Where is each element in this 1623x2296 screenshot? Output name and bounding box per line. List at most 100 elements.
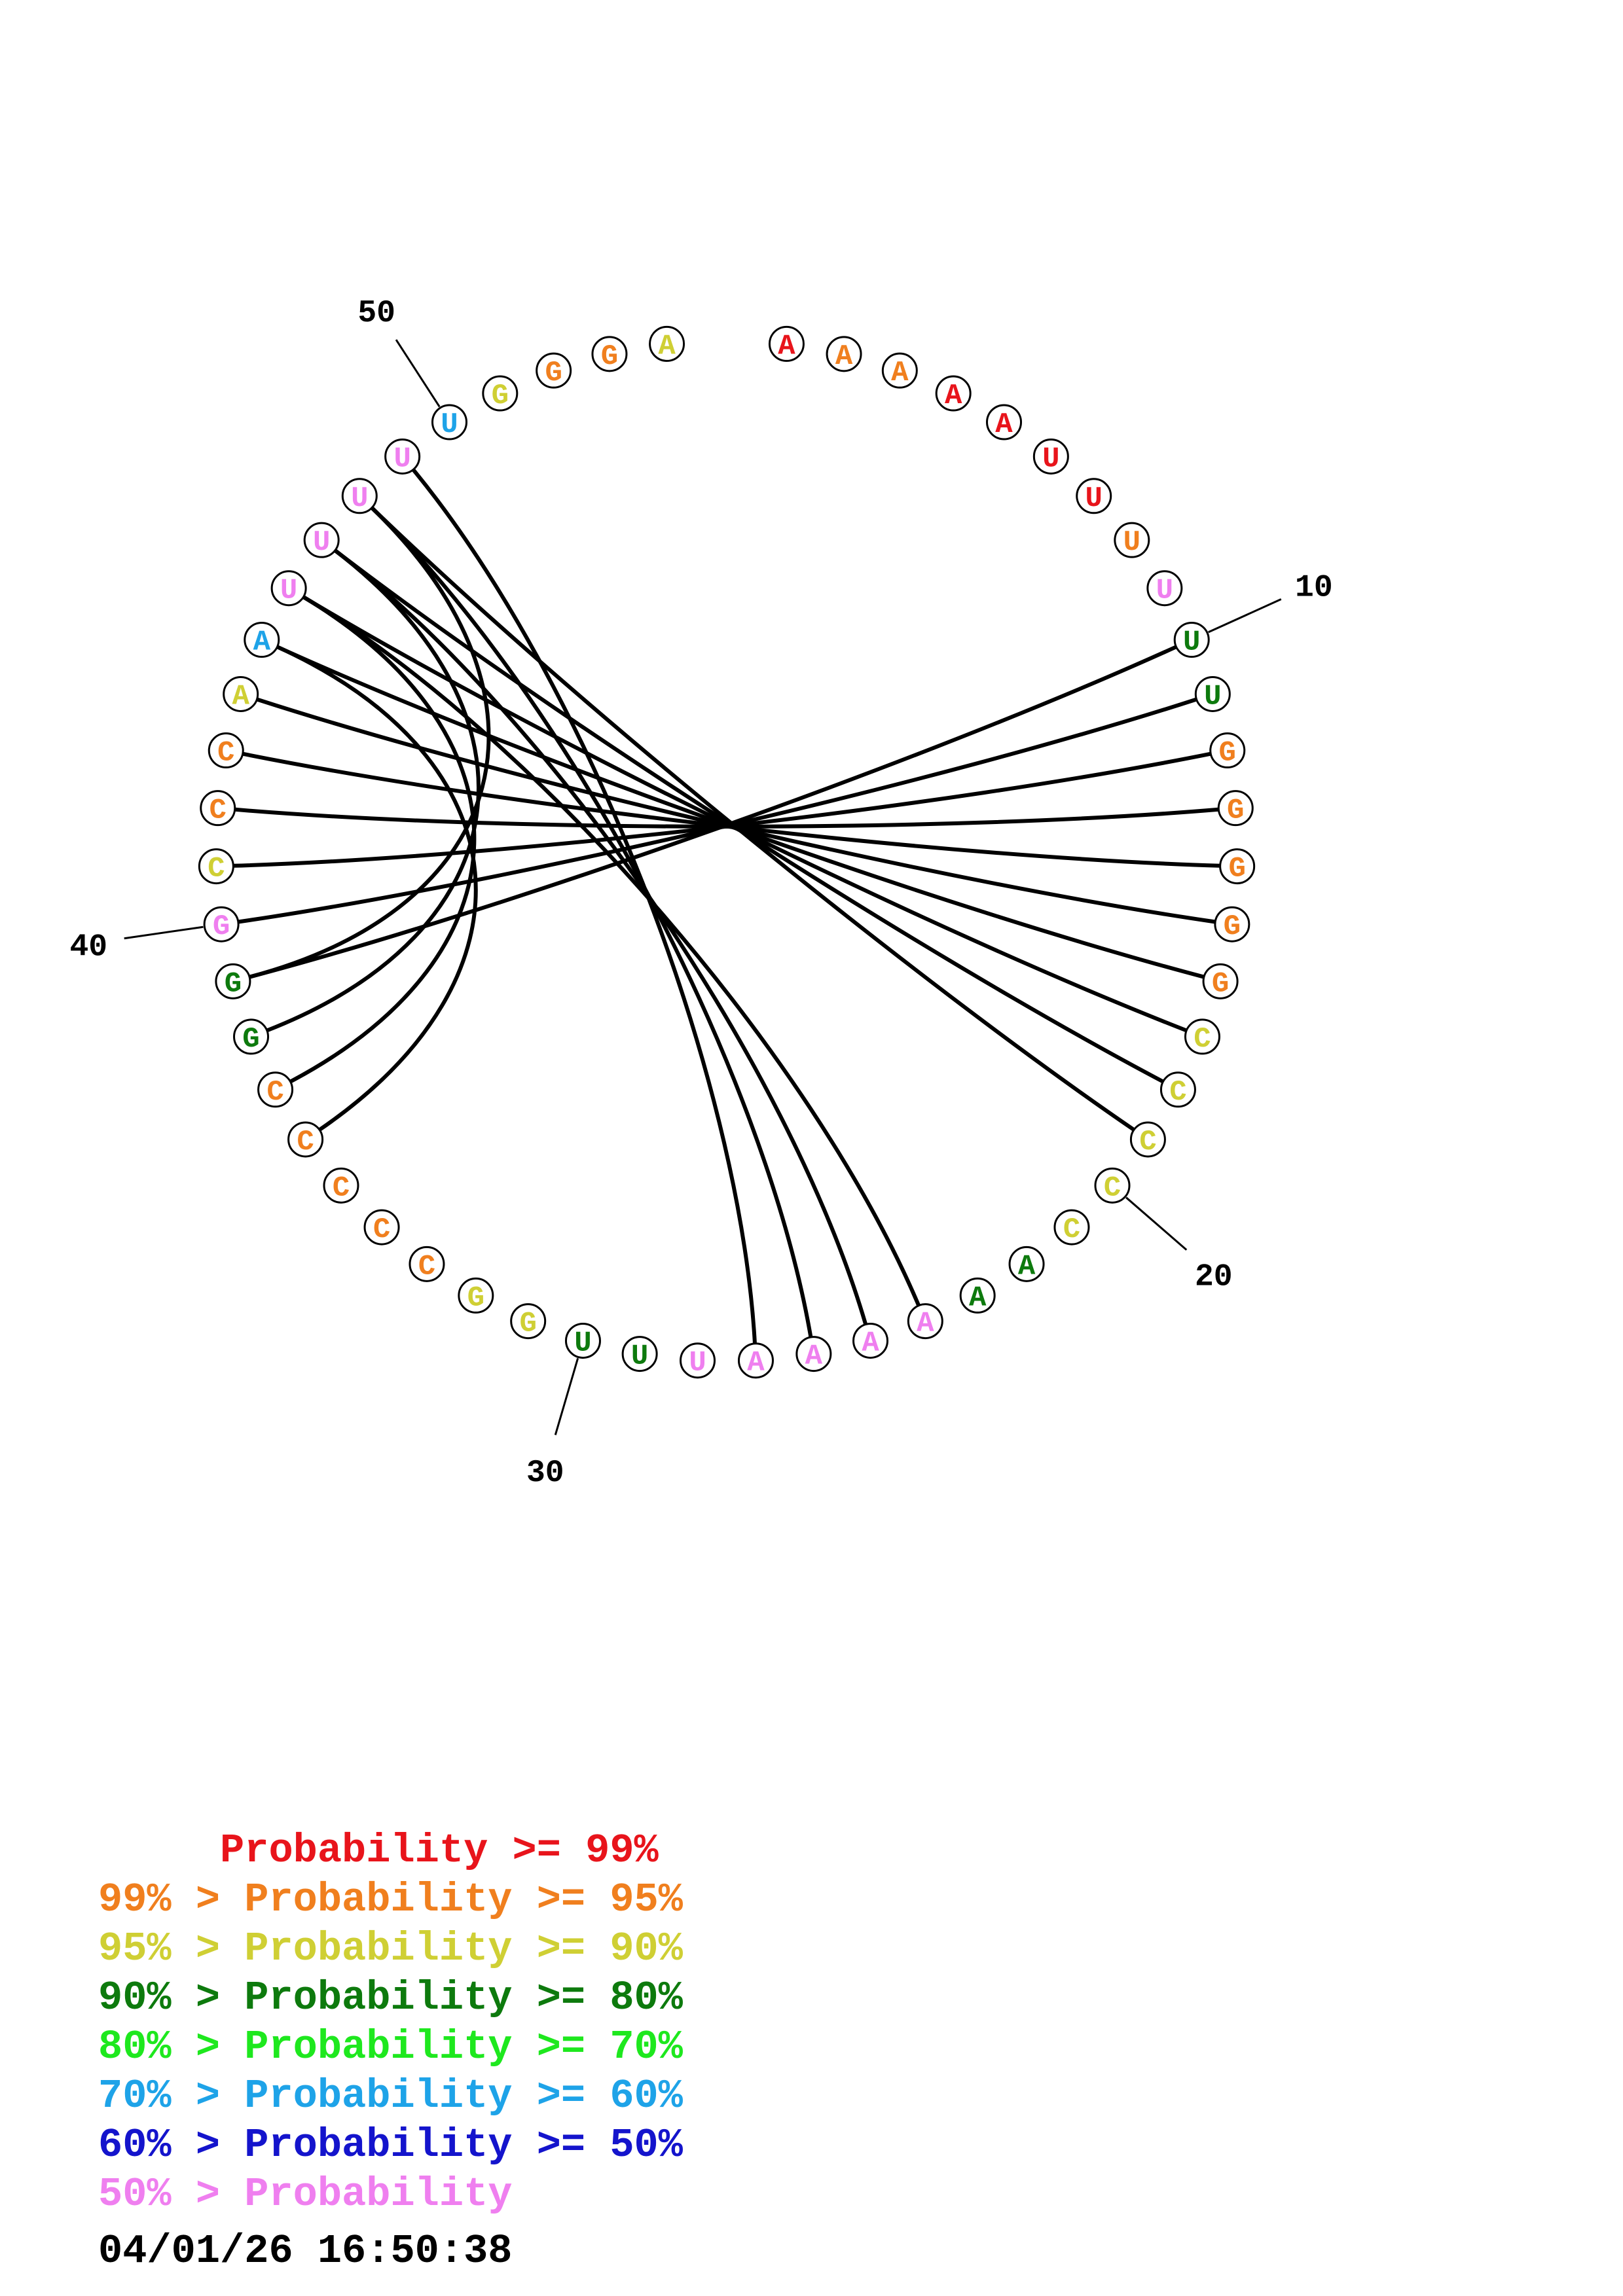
nucleotide: C	[208, 732, 244, 770]
base-pair-arc	[302, 595, 921, 1306]
nucleotide-letter: A	[891, 357, 909, 389]
nucleotide-letter: C	[418, 1250, 435, 1283]
nucleotide-letter: A	[835, 340, 853, 373]
nucleotide-letter: C	[1194, 1023, 1211, 1056]
nucleotide-letter: A	[969, 1282, 987, 1314]
nucleotide-circle	[244, 622, 280, 658]
nucleotide-circle	[431, 404, 467, 440]
nucleotide: G	[1217, 790, 1254, 827]
nucleotide-letter: C	[1169, 1076, 1186, 1109]
nucleotide-circle	[208, 732, 244, 769]
nucleotide: U	[1114, 522, 1150, 559]
index-label: 40	[69, 930, 107, 965]
nucleotide-letter: A	[232, 680, 249, 713]
nucleotide-circle	[384, 438, 421, 475]
nucleotide-circle	[323, 1167, 359, 1204]
nucleotide: C	[1129, 1121, 1166, 1158]
index-tick	[1125, 1196, 1188, 1251]
nucleotide-letter: G	[545, 357, 562, 389]
nucleotide: C	[200, 790, 236, 827]
nucleotide-letter: A	[778, 330, 795, 363]
base-pair-arc	[289, 595, 477, 1084]
nucleotide-letter: C	[1063, 1213, 1080, 1246]
nucleotide-circle	[959, 1277, 996, 1314]
nucleotide: G	[233, 1018, 270, 1056]
nucleotide-circle	[826, 336, 862, 372]
nucleotide: G	[510, 1303, 547, 1340]
nucleotide: U	[564, 1322, 601, 1359]
nucleotide-circle	[1032, 438, 1069, 475]
nucleotide: G	[1214, 906, 1250, 943]
nucleotide: A	[935, 375, 972, 412]
nucleotide: U	[303, 522, 340, 559]
nucleotide-letter: C	[217, 737, 234, 770]
nucleotide-letter: C	[373, 1213, 390, 1246]
nucleotide-circle	[1053, 1209, 1090, 1246]
nucleotide-circle	[680, 1342, 716, 1379]
nucleotide: C	[198, 848, 234, 886]
nucleotide-circle	[649, 325, 685, 362]
probability-legend: Probability >= 99% 99% > Probability >= 9…	[98, 1826, 683, 2276]
nucleotide-letter: U	[351, 482, 368, 515]
index-label: 10	[1295, 571, 1333, 606]
nucleotide: U	[680, 1342, 716, 1380]
nucleotide-circle	[482, 375, 519, 412]
nucleotide: G	[591, 336, 628, 373]
index-label: 50	[357, 296, 395, 331]
nucleotide-circle	[1219, 848, 1256, 885]
base-pair-arc	[266, 548, 481, 1033]
base-pair-arc	[256, 697, 1216, 924]
nucleotide: U	[1194, 675, 1231, 713]
nucleotide-circle	[1194, 675, 1231, 712]
index-tick	[395, 339, 441, 408]
nucleotide-circle	[200, 790, 236, 827]
index-ticks: 10 20 30 40 50	[69, 296, 1332, 1491]
nucleotide: G	[215, 963, 251, 1000]
nucleotide-letter: A	[917, 1308, 934, 1340]
nucleotide: U	[1146, 570, 1183, 607]
nucleotide: C	[257, 1071, 294, 1109]
index-tick	[124, 925, 204, 940]
nucleotide-letter: C	[297, 1126, 314, 1158]
nucleotide-circle	[591, 336, 628, 372]
nucleotide-circle	[270, 570, 307, 607]
nucleotide-circle	[215, 963, 251, 999]
legend-entry: Probability >= 99%	[98, 1827, 659, 1874]
nucleotide: G	[1219, 848, 1256, 886]
nucleotide-letter: A	[747, 1347, 765, 1380]
legend-entry: 90% > Probability >= 80%	[98, 1975, 683, 2021]
nucleotide-circle	[203, 906, 240, 942]
nucleotide: A	[881, 352, 918, 389]
nucleotide-letter: C	[266, 1076, 283, 1109]
base-pair-arc	[302, 595, 1188, 1033]
nucleotide: A	[907, 1303, 943, 1340]
nucleotide-letter: C	[1139, 1126, 1156, 1158]
nucleotide-letter: A	[1018, 1250, 1036, 1283]
nucleotide-circle	[1146, 570, 1183, 607]
base-pair-arc	[249, 506, 491, 979]
nucleotide: C	[323, 1167, 359, 1204]
nucleotide-circle	[1129, 1121, 1166, 1158]
nucleotide-letter: G	[1228, 853, 1245, 886]
nucleotide: G	[203, 906, 240, 943]
nucleotide-circle	[621, 1336, 658, 1372]
nucleotide-letter: G	[1212, 967, 1229, 1000]
nucleotide: U	[621, 1336, 658, 1373]
legend-entry: 60% > Probability >= 50%	[98, 2122, 683, 2168]
nucleotide: U	[1032, 438, 1069, 475]
nucleotide-letter: G	[601, 340, 618, 373]
nucleotide-letter: U	[441, 408, 458, 441]
nucleotide: C	[363, 1209, 400, 1246]
nucleotide-letter: G	[225, 967, 242, 1000]
nucleotide-letter: U	[280, 575, 297, 607]
nucleotide-letter: C	[208, 853, 225, 886]
nucleotide: A	[737, 1342, 774, 1380]
nucleotide: A	[795, 1336, 832, 1373]
nucleotide-letter: U	[1123, 526, 1140, 559]
base-pair-arc	[242, 751, 1220, 868]
nucleotide-letter: A	[805, 1340, 823, 1373]
index-tick	[554, 1357, 579, 1435]
nucleotide-letter: G	[1219, 737, 1236, 770]
nucleotide-circle	[458, 1277, 494, 1314]
nucleotide: C	[409, 1246, 445, 1283]
